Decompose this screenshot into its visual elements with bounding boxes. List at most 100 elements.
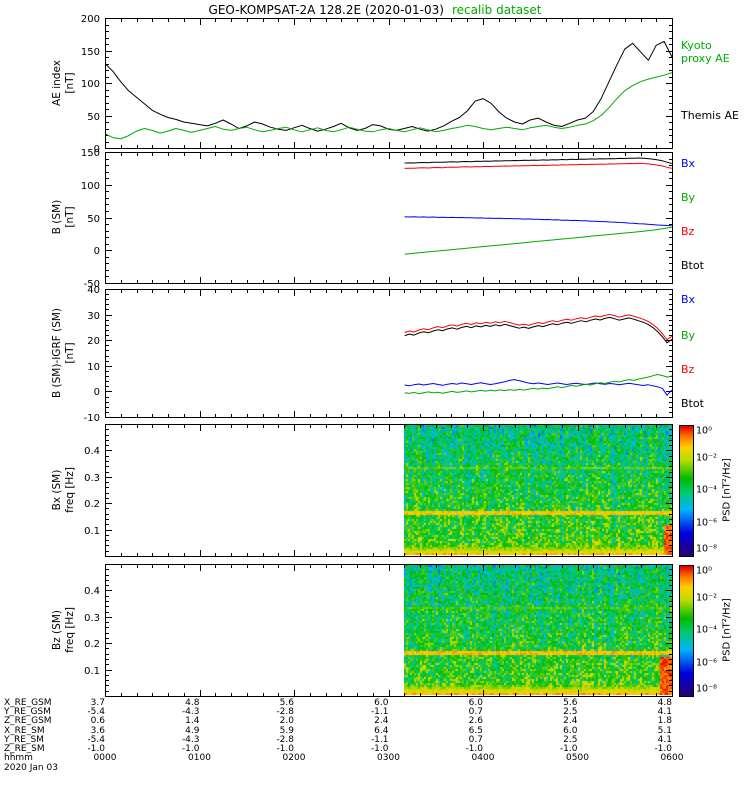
ylabel-bx-spec-line1: Bx (SM) [51,469,63,511]
date-label: 2020 Jan 03 [4,762,58,773]
series-btot [404,157,672,164]
colorbar-tick-label: 10⁻⁸ [696,683,717,695]
y-tick-label: 0.2 [84,639,100,650]
bx-spectrogram-image [404,425,672,555]
footer-value: 6.4 [374,725,389,736]
psd-axis-label-bx: PSD [nT²/Hz] [721,458,733,522]
legend-p3-by: By [681,329,696,342]
series-btot [404,316,672,344]
y-tick-label: 30 [87,311,100,322]
legend-p3-btot: Btot [681,397,704,410]
y-tick-label: 50 [87,112,100,123]
ylabel-b-igrf-line1: B (SM)-IGRF (SM) [51,307,63,399]
footer-value: 2.5 [563,707,578,718]
y-tick-label: 0 [94,144,100,155]
y-tick-label: 150 [81,47,100,58]
footer-value: 2.6 [468,716,483,727]
time-tick-label: 0100 [188,753,211,764]
y-tick-label: 150 [81,148,100,159]
y-tick-label: 10 [87,362,100,373]
footer-value: 0.6 [90,716,105,727]
footer-value: -5.4 [87,707,105,718]
series-bz [404,162,672,169]
plot-title: GEO-KOMPSAT-2A 128.2E (2020-01-03) recali… [0,3,750,17]
footer-row-label: X_RE_GSM [4,698,52,708]
time-tick-label: 0300 [377,753,400,764]
footer-value: -1.0 [181,744,200,754]
legend-kyoto-line2: proxy AE [681,51,730,65]
series-bx [404,216,672,227]
legend-p2-bx: Bx [681,157,696,170]
psd-colorbar-bz [679,565,694,697]
series-by [404,226,672,255]
ylabel-bz-spec-line2: freq [Hz] [64,607,76,653]
footer-value: -1.0 [465,744,483,754]
y-tick-label: 100 [81,79,100,90]
footer-value: 2.4 [374,716,389,727]
footer-value: 4.8 [657,698,672,708]
footer-value: 4.1 [657,734,672,745]
series-kyoto-proxy-ae [106,72,672,140]
legend-p2-bz: Bz [681,225,695,238]
footer-row-label: Z_RE_GSM [4,716,52,727]
panel-1-series [106,40,672,140]
y-tick-label: 50 [87,214,100,225]
colorbar-tick-label: 10⁻⁸ [696,543,717,555]
footer-value: 0.7 [468,734,483,745]
colorbar-tick-label: 10⁻⁶ [696,517,717,528]
footer-value: 3.6 [90,725,105,736]
footer-row-label: Y_RE_SM [4,734,44,745]
plot-title-suffix: recalib dataset [451,3,542,17]
y-tick-label: 0 [94,387,100,398]
footer-value: 4.1 [657,707,672,718]
series-by [404,374,672,395]
footer-row-label: X_RE_SM [4,725,45,736]
ylabel-b-igrf-unit: [nT] [64,342,76,364]
colorbar-tick-label: 10⁰ [696,565,712,577]
ylabel-bx-spec: Bx (SM) freq [Hz] [51,467,77,513]
footer-value: -1.0 [87,744,105,754]
y-tick-label: 0.4 [84,446,100,457]
footer-value: 1.8 [657,716,672,727]
ylabel-bz-spec: Bz (SM) freq [Hz] [51,607,77,653]
footer-value: -5.4 [87,734,105,745]
time-tick-label: 0200 [282,753,306,764]
time-tick-label: 0600 [660,753,684,764]
colorbar-tick-label: 10⁻⁴ [696,484,717,496]
legend-p2-by: By [681,191,696,204]
footer-value: 6.0 [374,698,389,708]
ylabel-b-sm-line1: B (SM) [51,199,63,235]
footer-value: 5.9 [279,725,294,736]
colorbar-tick-label: 10⁻⁴ [696,624,717,636]
y-tick-label: 0 [94,246,100,257]
footer-value: -1.0 [654,744,672,754]
psd-axis-label-bz: PSD [nT²/Hz] [721,598,733,662]
ylabel-b-sm-unit: [nT] [64,206,76,228]
y-tick-label: 0.3 [84,613,100,624]
series-themis-ae [106,40,672,132]
y-tick-label: 0.2 [84,499,100,510]
legend-themis-line1: Themis AE [681,109,739,122]
ylabel-b-sm: B (SM) [nT] [51,200,77,234]
series-bz [404,313,672,341]
footer-value: -4.3 [181,707,200,718]
time-tick-label: 0500 [566,753,589,764]
y-tick-label: 0.1 [84,666,100,677]
footer-value: -1.0 [559,744,578,754]
footer-value: -1.1 [370,707,389,718]
psd-colorbar-bx [679,425,694,557]
panel-3-axes: -10 0 10 20 30 40 [84,285,673,424]
footer-value: -1.0 [276,744,294,754]
time-tick-label: 0000 [93,753,117,764]
footer-value: -2.8 [276,707,294,718]
plot-title-main: GEO-KOMPSAT-2A 128.2E (2020-01-03) [208,3,444,17]
footer-value: 2.5 [563,734,578,745]
footer-value: 4.8 [185,698,200,708]
footer-value: -2.8 [276,734,294,745]
footer-value: 4.9 [185,725,200,736]
footer-value: -1.0 [370,744,389,754]
footer-row-label: Z_RE_SM [4,744,45,754]
legend-p3-bx: Bx [681,293,696,306]
ylabel-ae-index-unit: [nT] [64,72,76,94]
